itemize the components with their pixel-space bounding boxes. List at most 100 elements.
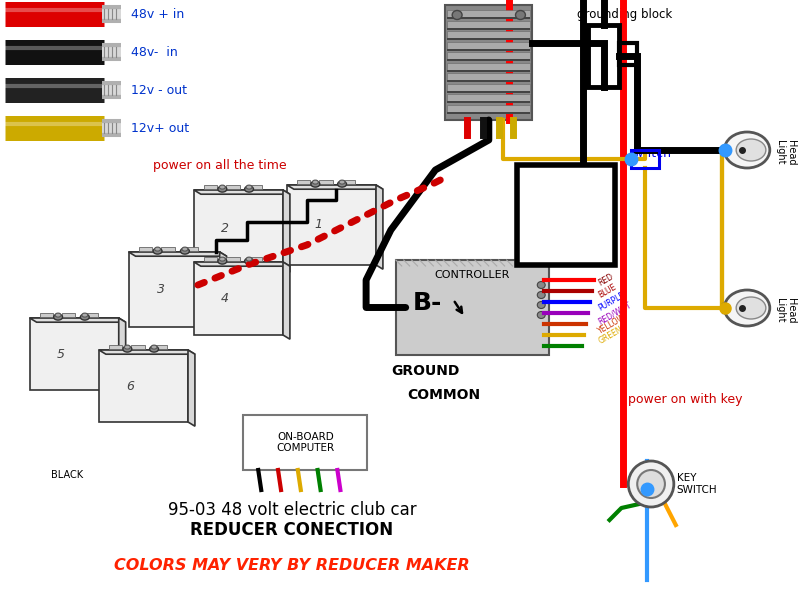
- Bar: [517, 165, 615, 265]
- Text: grounding block: grounding block: [577, 8, 672, 21]
- Ellipse shape: [80, 314, 90, 320]
- Bar: [447, 20, 530, 28]
- Ellipse shape: [724, 290, 770, 326]
- Text: 5: 5: [57, 347, 65, 361]
- Bar: [129, 252, 220, 327]
- Text: RED/WHT: RED/WHT: [597, 300, 633, 326]
- Bar: [184, 247, 198, 251]
- Text: 6: 6: [126, 379, 134, 392]
- Bar: [447, 101, 530, 103]
- Bar: [396, 260, 549, 355]
- Bar: [588, 25, 619, 87]
- Ellipse shape: [245, 186, 254, 192]
- Polygon shape: [30, 318, 126, 322]
- Ellipse shape: [338, 181, 346, 187]
- Text: 12v+ out: 12v+ out: [130, 121, 189, 134]
- Ellipse shape: [515, 10, 526, 19]
- Ellipse shape: [245, 258, 254, 264]
- Ellipse shape: [218, 186, 226, 192]
- Ellipse shape: [182, 247, 188, 251]
- Ellipse shape: [246, 185, 252, 189]
- Text: 4: 4: [221, 292, 229, 305]
- Text: CONTROLLER: CONTROLLER: [434, 270, 510, 280]
- Polygon shape: [376, 185, 383, 269]
- Ellipse shape: [153, 248, 162, 254]
- Ellipse shape: [538, 292, 545, 298]
- Bar: [162, 247, 175, 251]
- Text: GROUND: GROUND: [391, 364, 459, 378]
- Ellipse shape: [154, 247, 161, 251]
- Text: BLACK: BLACK: [51, 470, 83, 480]
- Text: COLORS MAY VERY BY REDUCER MAKER: COLORS MAY VERY BY REDUCER MAKER: [114, 557, 470, 572]
- Ellipse shape: [628, 461, 674, 507]
- Text: power on all the time: power on all the time: [154, 158, 287, 172]
- Bar: [631, 150, 659, 168]
- Bar: [447, 83, 530, 91]
- Ellipse shape: [124, 345, 130, 349]
- Bar: [447, 38, 530, 40]
- Bar: [204, 185, 218, 189]
- Text: 2: 2: [221, 223, 229, 235]
- Ellipse shape: [150, 346, 158, 352]
- Bar: [194, 190, 283, 268]
- Bar: [226, 185, 239, 189]
- Bar: [447, 59, 530, 61]
- Text: B-: B-: [413, 290, 442, 314]
- Ellipse shape: [246, 257, 252, 261]
- Ellipse shape: [452, 10, 462, 19]
- Polygon shape: [283, 262, 290, 339]
- Bar: [447, 41, 530, 49]
- Bar: [249, 257, 262, 261]
- Bar: [447, 52, 530, 60]
- Ellipse shape: [312, 180, 318, 184]
- Bar: [447, 73, 530, 81]
- Ellipse shape: [123, 346, 132, 352]
- Bar: [447, 49, 530, 50]
- Polygon shape: [194, 190, 290, 194]
- Bar: [62, 313, 75, 317]
- Bar: [84, 313, 98, 317]
- Text: YELLOW: YELLOW: [597, 313, 628, 335]
- Bar: [109, 345, 122, 349]
- Bar: [447, 17, 530, 19]
- Polygon shape: [188, 350, 195, 426]
- Text: 12v - out: 12v - out: [130, 83, 186, 97]
- Bar: [447, 62, 530, 70]
- Ellipse shape: [736, 139, 766, 161]
- Bar: [204, 257, 218, 261]
- Bar: [722, 145, 728, 155]
- Bar: [131, 345, 145, 349]
- Text: power on with key: power on with key: [628, 394, 743, 407]
- Bar: [194, 262, 283, 335]
- Ellipse shape: [55, 313, 61, 317]
- Ellipse shape: [54, 314, 62, 320]
- Bar: [297, 180, 310, 184]
- Ellipse shape: [339, 180, 345, 184]
- Polygon shape: [220, 252, 226, 331]
- Text: Head
Light: Head Light: [774, 140, 796, 166]
- Text: 3: 3: [157, 283, 165, 296]
- Bar: [447, 10, 530, 18]
- Polygon shape: [283, 190, 290, 272]
- Text: BLUE: BLUE: [597, 282, 618, 300]
- Text: REDUCER CONECTION: REDUCER CONECTION: [190, 521, 394, 539]
- Bar: [30, 318, 118, 390]
- Bar: [249, 185, 262, 189]
- Ellipse shape: [538, 301, 545, 308]
- Bar: [446, 5, 532, 120]
- Bar: [154, 345, 167, 349]
- Ellipse shape: [181, 248, 190, 254]
- Bar: [226, 257, 239, 261]
- Text: PURPLE: PURPLE: [597, 291, 626, 313]
- Text: fuse
box: fuse box: [548, 196, 584, 235]
- Bar: [619, 43, 638, 65]
- Ellipse shape: [736, 297, 766, 319]
- Text: 1: 1: [314, 218, 322, 232]
- Text: COMMON: COMMON: [408, 388, 481, 402]
- Ellipse shape: [538, 311, 545, 319]
- Bar: [319, 180, 333, 184]
- Polygon shape: [118, 318, 126, 394]
- Text: Head
Light: Head Light: [774, 298, 796, 323]
- Polygon shape: [287, 185, 383, 189]
- Bar: [138, 247, 152, 251]
